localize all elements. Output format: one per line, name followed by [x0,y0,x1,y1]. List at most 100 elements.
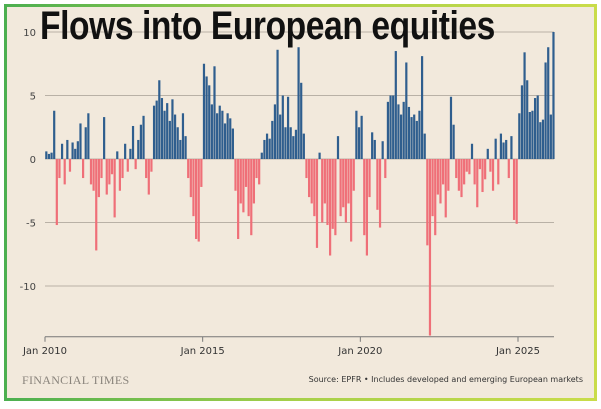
bar [389,95,392,159]
bar [323,159,326,204]
bar [426,159,429,246]
bar [342,159,345,208]
bar [418,110,421,159]
bar [436,159,439,195]
bar [158,80,161,159]
bar [279,114,282,159]
bar [410,117,413,159]
bar [415,120,418,159]
bar [457,159,460,191]
bar [97,159,100,198]
bar [310,159,313,204]
bar [108,159,111,185]
bar [263,139,266,159]
bar [247,159,250,217]
bar [82,159,85,179]
bar [92,159,95,191]
bar [168,120,171,159]
bar [449,96,453,159]
bar [113,159,116,218]
bar [315,159,319,248]
bar [470,143,474,159]
bar [150,159,153,172]
bar [197,159,200,242]
bar [360,115,363,159]
bar [305,159,308,179]
bar [289,127,292,159]
bar [244,159,248,187]
bar [53,110,56,159]
bar [126,159,129,172]
x-tick-label: Jan 2015 [180,346,225,357]
bar [481,159,484,193]
chart-title: Flows into European equities [40,4,495,48]
bar [179,139,182,159]
bar [518,113,521,159]
bar [489,159,492,172]
bar [394,51,397,159]
bar [355,110,358,159]
bar [239,159,242,204]
bar [363,159,366,236]
bar [173,114,177,159]
y-tick-label: -10 [20,282,36,293]
bar [68,159,72,172]
bar [139,124,143,159]
bar [405,62,408,160]
bar [234,159,237,191]
bar [258,159,261,185]
bar [294,129,298,159]
bar [202,63,206,159]
bar [526,80,529,159]
bar [336,136,340,159]
x-tick-label: Jan 2010 [22,346,67,357]
bar [63,159,66,185]
x-tick-label: Jan 2025 [495,346,540,357]
bar [528,112,531,159]
bar [431,159,434,217]
bar [194,159,198,240]
bar [300,82,303,159]
bar [499,133,503,159]
bar [313,159,316,217]
bar [50,152,53,159]
bar [118,159,121,191]
bar [373,139,376,159]
bar [365,159,369,256]
bar [444,159,447,218]
bar [307,159,311,198]
bar [79,123,82,159]
bar [384,159,387,179]
bar [160,98,164,159]
bar [350,159,353,242]
bar [397,104,400,159]
bar [124,143,127,159]
bar [47,153,51,159]
bar [407,106,411,159]
bar [260,152,263,159]
bar [66,139,69,159]
bar [221,110,224,159]
bar [105,159,108,195]
bar [423,133,426,159]
bar [116,151,119,159]
bar [226,113,229,159]
bar [331,159,334,229]
bar [208,85,211,159]
bar [326,159,329,226]
bar [476,159,479,208]
bar [171,99,174,159]
bar [131,125,135,159]
bar [520,85,524,159]
bar [357,127,361,159]
bar [89,159,93,185]
x-tick-label: Jan 2020 [337,346,382,357]
bar [339,159,342,217]
bar [402,101,405,159]
bar [192,159,195,217]
bar [452,124,455,159]
bar [155,100,158,159]
bar [347,159,350,204]
bar [76,141,79,159]
bar [547,47,550,159]
